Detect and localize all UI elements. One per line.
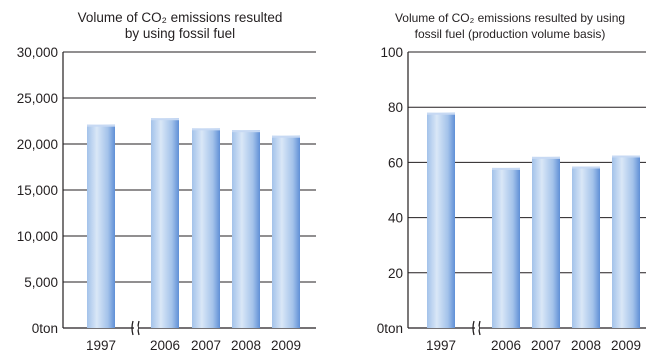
left-y-tick-label: 25,000 [17,91,58,106]
chart-title-left-line2: by using fossil fuel [124,26,236,41]
left-x-tick-label: 1997 [86,338,116,352]
right-bar-cap-2008 [572,166,600,169]
right-x-tick-label: 2009 [611,338,641,352]
left-x-tick-label: 2006 [150,338,180,352]
left-bar-2009 [272,135,300,328]
left-bar-cap-2009 [272,135,300,138]
right-x-tick-label: 2007 [531,338,561,352]
right-y-tick-label: 100 [380,45,403,60]
right-bar-cap-1997 [427,112,455,115]
chart-title-right-line1: Volume of CO₂ emissions resulted by usin… [394,11,626,25]
left-bar-2006 [151,118,179,329]
right-bar-2008 [572,166,600,328]
right-bar-cap-2007 [532,156,560,159]
right-bar-2009 [612,155,640,328]
left-y-tick-label: 15,000 [17,183,58,198]
right-y-tick-label: 60 [388,155,403,170]
left-x-tick-label: 2009 [271,338,301,352]
right-y-tick-label: 40 [388,211,403,226]
left-bar-cap-2007 [192,128,220,131]
chart-title-right-line2: fossil fuel (production volume basis) [414,27,606,41]
right-y-tick-label: 0ton [377,321,403,336]
left-bar-cap-2008 [232,130,260,133]
left-y-tick-label: 5,000 [24,275,58,290]
left-y-tick-label: 20,000 [17,137,58,152]
left-x-tick-label: 2007 [191,338,221,352]
right-x-tick-label: 2008 [571,338,601,352]
left-bar-cap-2006 [151,118,179,121]
chart-title-right: Volume of CO₂ emissions resulted by usin… [370,10,650,42]
left-axis-break-gap [134,326,138,330]
right-x-tick-label: 2006 [491,338,521,352]
left-x-tick-label: 2008 [231,338,261,352]
right-y-tick-label: 80 [388,100,403,115]
left-bar-2007 [192,128,220,328]
left-y-tick-label: 30,000 [17,45,58,60]
right-axis-break-gap [475,326,479,330]
right-bar-2006 [492,167,520,328]
right-bar-cap-2006 [492,167,520,170]
chart-title-left: Volume of CO₂ emissions resulted by usin… [40,10,320,42]
right-x-tick-label: 1997 [426,338,456,352]
left-y-tick-label: 0ton [32,321,58,336]
left-bar-1997 [87,124,115,329]
right-bar-1997 [427,112,455,328]
right-bar-2007 [532,156,560,328]
right-y-tick-label: 20 [388,266,403,281]
left-bar-cap-1997 [87,124,115,127]
left-y-tick-label: 10,000 [17,229,58,244]
chart-title-left-line1: Volume of CO₂ emissions resulted [77,10,283,25]
left-bar-2008 [232,130,260,328]
right-bar-cap-2009 [612,155,640,158]
